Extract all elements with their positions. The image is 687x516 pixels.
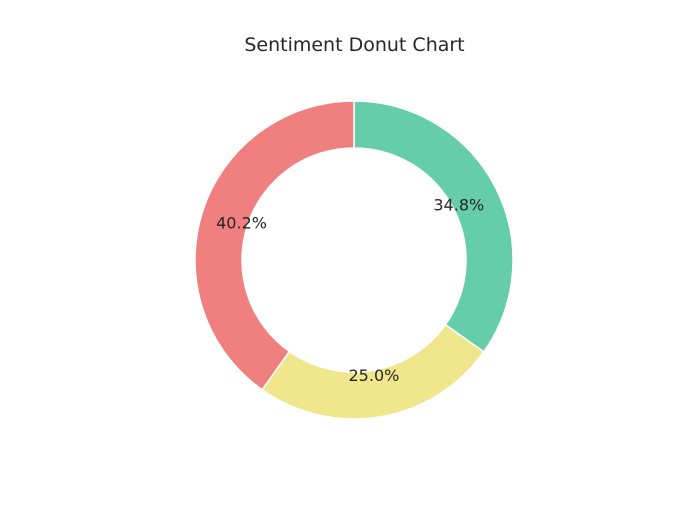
- donut-slice-0: [353, 100, 514, 353]
- slice-percent-label-1: 25.0%: [349, 366, 400, 385]
- donut-slice-2: [194, 100, 355, 391]
- slice-percent-label-2: 40.2%: [216, 214, 267, 233]
- slice-percent-label-0: 34.8%: [433, 195, 484, 214]
- donut-slices: [194, 100, 514, 420]
- chart-title: Sentiment Donut Chart: [244, 34, 465, 56]
- donut-labels: 34.8% 25.0% 40.2%: [216, 195, 484, 385]
